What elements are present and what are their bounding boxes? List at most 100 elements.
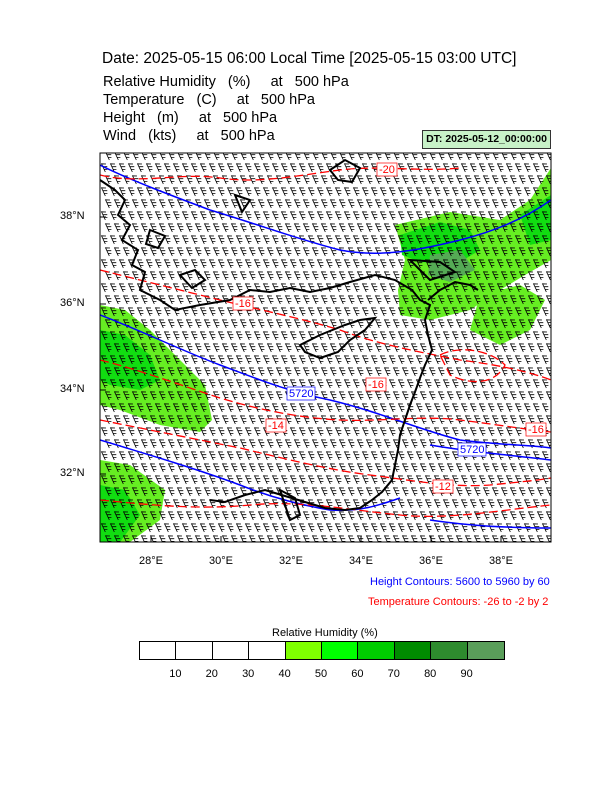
wind-barb <box>289 259 297 269</box>
wind-barb <box>293 367 301 377</box>
wind-barb <box>230 391 238 401</box>
wind-barb <box>203 175 211 185</box>
wind-barb <box>464 199 472 209</box>
wind-barb <box>136 307 144 317</box>
wind-barb <box>109 379 117 389</box>
wind-barb <box>347 415 355 425</box>
wind-barb <box>424 259 432 269</box>
wind-barb <box>460 187 468 197</box>
wind-barb <box>437 391 445 401</box>
wind-barb <box>235 475 243 485</box>
wind-barb <box>532 163 540 173</box>
wind-barb <box>352 427 360 437</box>
wind-barb <box>118 283 126 293</box>
wind-barb <box>334 451 342 461</box>
wind-barb <box>190 499 198 509</box>
wind-barb <box>221 319 229 329</box>
wind-barb <box>451 259 459 269</box>
wind-barb <box>181 211 189 221</box>
wind-barb <box>424 451 432 461</box>
wind-barb <box>235 235 243 245</box>
wind-barb <box>424 211 432 221</box>
wind-barb <box>469 403 477 413</box>
wind-barb <box>455 153 463 161</box>
wind-barb <box>176 295 184 305</box>
wind-barb <box>122 343 130 353</box>
wind-barb <box>131 535 139 542</box>
wind-barb <box>122 271 130 281</box>
wind-barb <box>487 163 495 173</box>
wind-barb <box>541 259 549 269</box>
wind-barb <box>311 535 319 542</box>
wind-barb <box>181 235 189 245</box>
wind-barb <box>109 163 117 173</box>
wind-barb <box>185 367 193 377</box>
wind-barb <box>230 343 238 353</box>
wind-barb <box>415 307 423 317</box>
wind-barb <box>437 343 445 353</box>
wind-barb <box>500 175 508 185</box>
wind-barb <box>541 235 549 245</box>
wind-barb <box>469 475 477 485</box>
wind-barb <box>406 499 414 509</box>
colorbar-label: 60 <box>351 668 364 680</box>
wind-barb <box>244 259 252 269</box>
wind-barb <box>298 307 306 317</box>
wind-barb <box>352 499 360 509</box>
wind-barb <box>410 367 418 377</box>
wind-barb <box>505 307 513 317</box>
wind-barb <box>347 439 355 449</box>
wind-barb <box>329 439 337 449</box>
variable-height: Height (m) at 500 hPa <box>103 110 278 126</box>
wind-barb <box>406 355 414 365</box>
wind-barb <box>464 271 472 281</box>
wind-barb <box>284 199 292 209</box>
wind-barb <box>469 187 477 197</box>
wind-barb <box>190 475 198 485</box>
wind-barb <box>496 283 504 293</box>
wind-barb <box>419 535 427 542</box>
wind-barb <box>199 523 207 533</box>
wind-barb <box>149 439 157 449</box>
wind-barb <box>361 211 369 221</box>
dt-badge: DT: 2025-05-12_00:00:00 <box>422 130 551 149</box>
wind-barb <box>109 403 117 413</box>
wind-barb <box>140 511 148 521</box>
wind-barb <box>437 295 445 305</box>
wind-barb <box>271 451 279 461</box>
wind-barb <box>221 415 229 425</box>
wind-barb <box>428 199 436 209</box>
wind-barb <box>190 259 198 269</box>
wind-barb <box>460 403 468 413</box>
wind-barb <box>302 247 310 257</box>
wind-barb <box>491 271 499 281</box>
wind-barb <box>226 331 234 341</box>
wind-barb <box>235 523 243 533</box>
wind-barb <box>266 319 274 329</box>
wind-barb <box>491 295 499 305</box>
wind-barb <box>509 153 517 161</box>
wind-barb <box>109 307 117 317</box>
wind-barb <box>131 487 139 497</box>
wind-barb <box>352 307 360 317</box>
wind-barb <box>509 199 517 209</box>
wind-barb <box>437 223 445 233</box>
wind-barb <box>343 499 351 509</box>
wind-barb <box>311 415 319 425</box>
wind-barb <box>406 331 414 341</box>
wind-barb <box>442 307 450 317</box>
wind-barb <box>167 415 175 425</box>
wind-barb <box>451 211 459 221</box>
wind-barb <box>248 367 256 377</box>
wind-barb <box>154 307 162 317</box>
wind-barb <box>131 319 139 329</box>
wind-barb <box>473 247 481 257</box>
wind-barb <box>194 153 202 161</box>
wind-barb <box>257 153 265 161</box>
wind-barb <box>199 235 207 245</box>
wind-barb <box>347 247 355 257</box>
wind-barb <box>280 331 288 341</box>
wind-barb <box>226 379 234 389</box>
wind-barb <box>226 403 234 413</box>
